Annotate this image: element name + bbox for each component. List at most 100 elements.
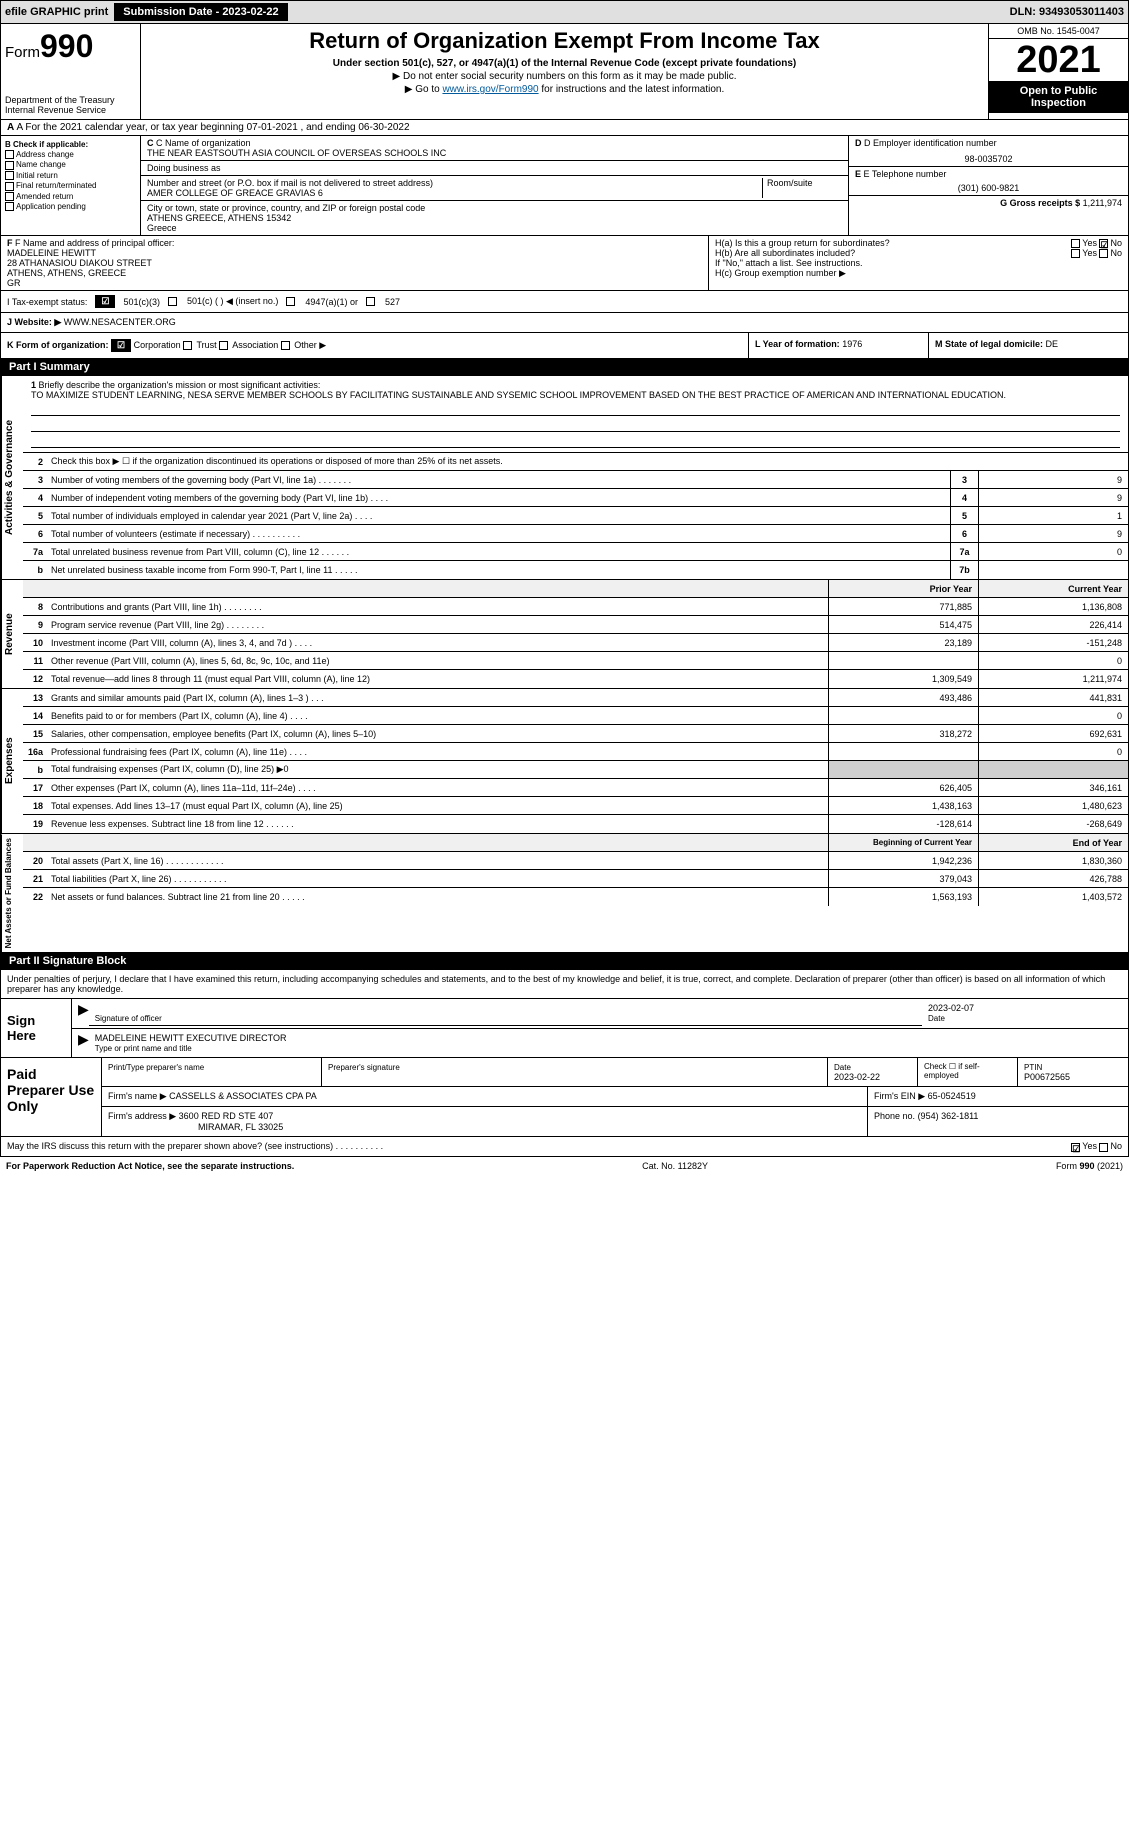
room-suite: Room/suite: [762, 178, 842, 198]
discuss-no[interactable]: [1099, 1143, 1108, 1152]
col-b-checkboxes: B Check if applicable: Address change Na…: [1, 136, 141, 235]
firm-ein: 65-0524519: [928, 1091, 976, 1101]
summary-row: bTotal fundraising expenses (Part IX, co…: [23, 761, 1128, 779]
dln-label: DLN: 93493053011403: [1010, 6, 1124, 18]
year-formation: 1976: [842, 339, 862, 349]
tax-year: 2021: [989, 39, 1128, 81]
summary-row: 20Total assets (Part X, line 16) . . . .…: [23, 852, 1128, 870]
sig-date: 2023-02-07: [928, 1003, 974, 1013]
firm-phone: (954) 362-1811: [918, 1111, 979, 1121]
row-i-tax-status: I Tax-exempt status: ☑ 501(c)(3) 501(c) …: [0, 291, 1129, 313]
subtitle-3: ▶ Go to www.irs.gov/Form990 for instruct…: [149, 84, 980, 95]
org-city: ATHENS GREECE, ATHENS 15342: [147, 213, 842, 223]
pra-notice: For Paperwork Reduction Act Notice, see …: [6, 1161, 294, 1171]
summary-row: 13Grants and similar amounts paid (Part …: [23, 689, 1128, 707]
ein: 98-0035702: [855, 154, 1122, 164]
phone: (301) 600-9821: [855, 183, 1122, 193]
topbar: efile GRAPHIC print Submission Date - 20…: [0, 0, 1129, 24]
na-block: Net Assets or Fund Balances Beginning of…: [0, 834, 1129, 953]
chk-address-change[interactable]: Address change: [5, 150, 136, 159]
chk-name-change[interactable]: Name change: [5, 160, 136, 169]
paid-preparer-label: Paid Preparer Use Only: [1, 1058, 101, 1136]
summary-row: 4Number of independent voting members of…: [23, 489, 1128, 507]
efile-label: efile GRAPHIC print: [5, 6, 108, 18]
chk-501c[interactable]: [168, 297, 177, 306]
chk-assoc[interactable]: [219, 341, 228, 350]
signature-block: Under penalties of perjury, I declare th…: [0, 970, 1129, 1058]
dba-label: Doing business as: [147, 163, 221, 173]
group-return: H(a) Is this a group return for subordin…: [708, 236, 1128, 290]
row-a-tax-year: A A For the 2021 calendar year, or tax y…: [0, 120, 1129, 136]
firm-addr1: 3600 RED RD STE 407: [179, 1111, 274, 1121]
gov-block: Activities & Governance 1 Briefly descri…: [0, 376, 1129, 580]
part-1-header: Part I Summary: [0, 359, 1129, 376]
form-label-footer: Form 990 (2021): [1056, 1161, 1123, 1171]
current-year-hdr: Current Year: [978, 580, 1128, 597]
discuss-row: May the IRS discuss this return with the…: [0, 1137, 1129, 1156]
state-domicile: DE: [1046, 339, 1059, 349]
irs-link[interactable]: www.irs.gov/Form990: [442, 84, 538, 95]
row-fh: F F Name and address of principal office…: [0, 236, 1129, 291]
chk-final-return[interactable]: Final return/terminated: [5, 181, 136, 190]
chk-527[interactable]: [366, 297, 375, 306]
summary-row: 21Total liabilities (Part X, line 26) . …: [23, 870, 1128, 888]
sign-here-label: Sign Here: [1, 999, 71, 1057]
self-employed-chk[interactable]: Check ☐ if self-employed: [918, 1058, 1018, 1086]
summary-row: 10Investment income (Part VIII, column (…: [23, 634, 1128, 652]
summary-row: 6Total number of volunteers (estimate if…: [23, 525, 1128, 543]
cat-no: Cat. No. 11282Y: [642, 1161, 708, 1171]
summary-row: bNet unrelated business taxable income f…: [23, 561, 1128, 579]
mission-block: 1 Briefly describe the organization's mi…: [23, 376, 1128, 453]
chk-4947[interactable]: [286, 297, 295, 306]
summary-row: 7aTotal unrelated business revenue from …: [23, 543, 1128, 561]
col-de: D D Employer identification number 98-00…: [848, 136, 1128, 235]
summary-row: 9Program service revenue (Part VIII, lin…: [23, 616, 1128, 634]
paid-preparer-block: Paid Preparer Use Only Print/Type prepar…: [0, 1058, 1129, 1137]
chk-application[interactable]: Application pending: [5, 202, 136, 211]
chk-initial-return[interactable]: Initial return: [5, 171, 136, 180]
ptin: P00672565: [1024, 1072, 1070, 1082]
summary-row: 8Contributions and grants (Part VIII, li…: [23, 598, 1128, 616]
chk-other[interactable]: [281, 341, 290, 350]
subtitle-2: ▶ Do not enter social security numbers o…: [149, 71, 980, 82]
prep-date: 2023-02-22: [834, 1072, 880, 1082]
mission-text: TO MAXIMIZE STUDENT LEARNING, NESA SERVE…: [31, 390, 1120, 400]
org-country: Greece: [147, 223, 842, 233]
chk-trust[interactable]: [183, 341, 192, 350]
dept-treasury: Department of the Treasury: [5, 95, 136, 105]
summary-row: 3Number of voting members of the governi…: [23, 471, 1128, 489]
summary-row: 22Net assets or fund balances. Subtract …: [23, 888, 1128, 906]
tab-expenses: Expenses: [1, 689, 23, 833]
firm-name: CASSELLS & ASSOCIATES CPA PA: [169, 1091, 317, 1101]
submission-date-btn[interactable]: Submission Date - 2023-02-22: [114, 3, 287, 21]
summary-row: 11Other revenue (Part VIII, column (A), …: [23, 652, 1128, 670]
chk-amended[interactable]: Amended return: [5, 192, 136, 201]
chk-corp[interactable]: ☑: [111, 339, 131, 352]
form-990-label: Form990: [5, 28, 136, 65]
form-title: Return of Organization Exempt From Incom…: [149, 28, 980, 54]
summary-row: 18Total expenses. Add lines 13–17 (must …: [23, 797, 1128, 815]
part-2-header: Part II Signature Block: [0, 953, 1129, 970]
discuss-yes[interactable]: ☑: [1071, 1143, 1080, 1152]
tab-revenue: Revenue: [1, 580, 23, 688]
chk-501c3[interactable]: ☑: [95, 295, 115, 308]
officer-name: MADELEINE HEWITT EXECUTIVE DIRECTOR: [95, 1033, 287, 1043]
summary-row: 19Revenue less expenses. Subtract line 1…: [23, 815, 1128, 833]
footer: For Paperwork Reduction Act Notice, see …: [0, 1157, 1129, 1175]
tab-governance: Activities & Governance: [1, 376, 23, 579]
section-bcde: B Check if applicable: Address change Na…: [0, 136, 1129, 236]
rev-block: Revenue Prior Year Current Year 8Contrib…: [0, 580, 1129, 689]
omb-number: OMB No. 1545-0047: [989, 24, 1128, 39]
org-address: AMER COLLEGE OF GREACE GRAVIAS 6: [147, 188, 762, 198]
exp-block: Expenses 13Grants and similar amounts pa…: [0, 689, 1129, 834]
end-year-hdr: End of Year: [978, 834, 1128, 851]
subtitle-1: Under section 501(c), 527, or 4947(a)(1)…: [149, 58, 980, 69]
summary-row: 17Other expenses (Part IX, column (A), l…: [23, 779, 1128, 797]
sig-intro: Under penalties of perjury, I declare th…: [1, 970, 1128, 999]
principal-officer: F F Name and address of principal office…: [1, 236, 708, 290]
form-header: Form990 Department of the Treasury Inter…: [0, 24, 1129, 120]
summary-row: 14Benefits paid to or for members (Part …: [23, 707, 1128, 725]
summary-row: 5Total number of individuals employed in…: [23, 507, 1128, 525]
irs-label: Internal Revenue Service: [5, 105, 136, 115]
col-c-org-info: C C Name of organization THE NEAR EASTSO…: [141, 136, 848, 235]
